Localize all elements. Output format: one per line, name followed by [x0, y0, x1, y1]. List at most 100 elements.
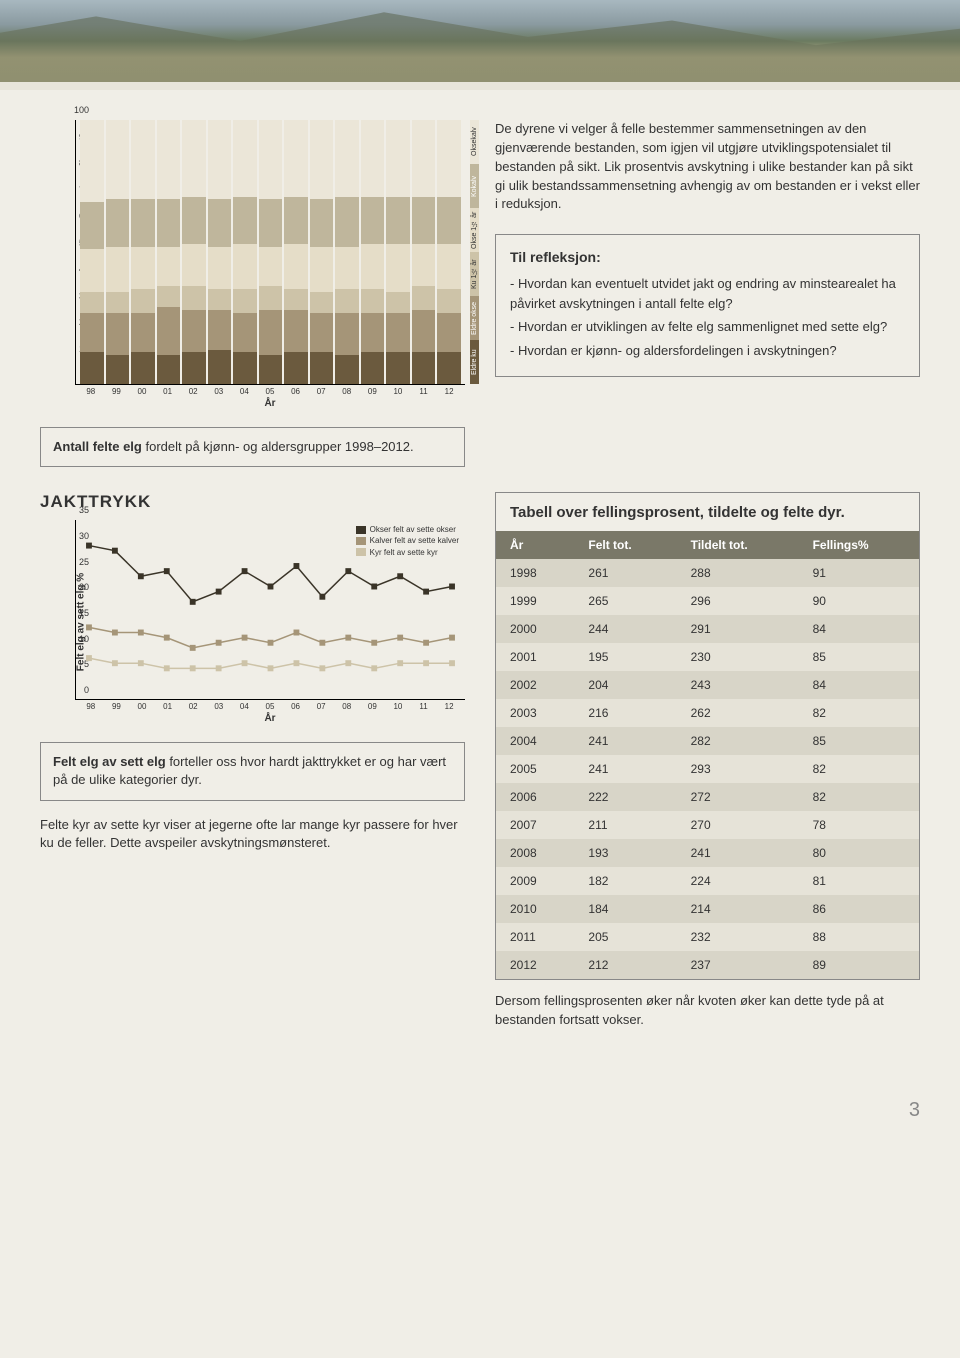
chart2-xtick: 00: [130, 702, 154, 711]
chart2-xtick: 11: [412, 702, 436, 711]
table-footnote: Dersom fellingsprosenten øker når kvoten…: [495, 992, 920, 1030]
table-cell: 241: [677, 839, 799, 867]
table-cell: 82: [799, 783, 919, 811]
table-cell: 1998: [496, 559, 574, 587]
table-row: 200024429184: [496, 615, 919, 643]
table-row: 200119523085: [496, 643, 919, 671]
table-row: 199926529690: [496, 587, 919, 615]
reflection-box: Til refleksjon: - Hvordan kan eventuelt …: [495, 234, 920, 377]
table-cell: 288: [677, 559, 799, 587]
jakttrykk-heading: JAKTTRYKK: [40, 492, 465, 512]
chart1-xtick: 10: [386, 387, 410, 396]
table-row: 200819324180: [496, 839, 919, 867]
chart1-xtick: 03: [207, 387, 231, 396]
table-row: 200424128285: [496, 727, 919, 755]
table-cell: 265: [574, 587, 676, 615]
chart2-xtick: 98: [79, 702, 103, 711]
jakttrykk-column: JAKTTRYKK Felt elg av sett elg % 0510152…: [40, 492, 465, 1044]
table-cell: 85: [799, 643, 919, 671]
chart-line: Felt elg av sett elg % 05101520253035 Ok…: [40, 520, 465, 724]
table-cell: 241: [574, 727, 676, 755]
table-row: 201018421486: [496, 895, 919, 923]
table-cell: 195: [574, 643, 676, 671]
table-cell: 2010: [496, 895, 574, 923]
table-cell: 243: [677, 671, 799, 699]
chart1-xtick: 07: [309, 387, 333, 396]
chart1-bar: [208, 120, 232, 384]
table-cell: 272: [677, 783, 799, 811]
table-cell: 270: [677, 811, 799, 839]
table-cell: 216: [574, 699, 676, 727]
chart1-xtick: 00: [130, 387, 154, 396]
fellings-table-box: Tabell over fellingsprosent, tildelte og…: [495, 492, 920, 980]
chart1-caption-strong: Antall felte elg: [53, 439, 142, 454]
table-cell: 80: [799, 839, 919, 867]
table-cell: 2002: [496, 671, 574, 699]
chart2-xtick: 10: [386, 702, 410, 711]
table-cell: 2005: [496, 755, 574, 783]
jakttrykk-para2: Felte kyr av sette kyr viser at jegerne …: [40, 816, 465, 854]
table-header: Fellings%: [799, 531, 919, 559]
table-cell: 2012: [496, 951, 574, 979]
chart1-legend-item: Ku 1½ år: [470, 252, 479, 296]
table-row: 199826128891: [496, 559, 919, 587]
table-cell: 84: [799, 615, 919, 643]
chart1-xtick: 05: [258, 387, 282, 396]
chart1-caption: Antall felte elg fordelt på kjønn- og al…: [40, 427, 465, 467]
chart1-legend-item: Okse 1½ år: [470, 208, 479, 252]
chart1-xtick: 02: [181, 387, 205, 396]
chart2-caption-strong: Felt elg av sett elg: [53, 754, 166, 769]
table-row: 200524129382: [496, 755, 919, 783]
table-cell: 262: [677, 699, 799, 727]
fellings-table: ÅrFelt tot.Tildelt tot.Fellings% 1998261…: [496, 531, 919, 979]
chart1-bar: [157, 120, 181, 384]
chart2-xtick: 99: [105, 702, 129, 711]
table-cell: 222: [574, 783, 676, 811]
chart1-xtick: 01: [156, 387, 180, 396]
table-cell: 296: [677, 587, 799, 615]
chart1-bar: [361, 120, 385, 384]
table-cell: 82: [799, 755, 919, 783]
table-cell: 88: [799, 923, 919, 951]
chart1-legend-item: Oksekalv: [470, 120, 479, 164]
reflection-item: - Hvordan er utviklingen av felte elg sa…: [510, 317, 905, 337]
table-cell: 261: [574, 559, 676, 587]
table-cell: 2004: [496, 727, 574, 755]
table-cell: 86: [799, 895, 919, 923]
table-cell: 82: [799, 699, 919, 727]
reflection-title: Til refleksjon:: [510, 247, 905, 268]
table-row: 201221223789: [496, 951, 919, 979]
table-cell: 1999: [496, 587, 574, 615]
table-cell: 244: [574, 615, 676, 643]
chart2-xtick: 12: [437, 702, 461, 711]
chart2-xtick: 06: [284, 702, 308, 711]
chart1-xtick: 12: [437, 387, 461, 396]
table-cell: 91: [799, 559, 919, 587]
table-row: 200220424384: [496, 671, 919, 699]
table-cell: 84: [799, 671, 919, 699]
table-cell: 224: [677, 867, 799, 895]
table-cell: 2009: [496, 867, 574, 895]
chart1-ytick: 100: [74, 105, 89, 115]
table-cell: 2000: [496, 615, 574, 643]
chart2-xtick: 02: [181, 702, 205, 711]
table-cell: 291: [677, 615, 799, 643]
table-header: År: [496, 531, 574, 559]
top-paragraph: De dyrene vi velger å felle bestemmer sa…: [495, 120, 920, 214]
chart1-bar: [284, 120, 308, 384]
chart2-xtick: 04: [233, 702, 257, 711]
chart1-bar: [386, 120, 410, 384]
chart1-xtick: 11: [412, 387, 436, 396]
table-cell: 2008: [496, 839, 574, 867]
table-row: 200721127078: [496, 811, 919, 839]
table-cell: 81: [799, 867, 919, 895]
table-cell: 2006: [496, 783, 574, 811]
chart2-legend-item: Kalver felt av sette kalver: [356, 535, 459, 546]
chart2-xtick: 07: [309, 702, 333, 711]
chart1-bar: [182, 120, 206, 384]
chart1-legend-item: Eldre ku: [470, 340, 479, 384]
chart1-xtick: 08: [335, 387, 359, 396]
table-cell: 293: [677, 755, 799, 783]
chart2-xtick: 05: [258, 702, 282, 711]
chart1-xtick: 09: [361, 387, 385, 396]
